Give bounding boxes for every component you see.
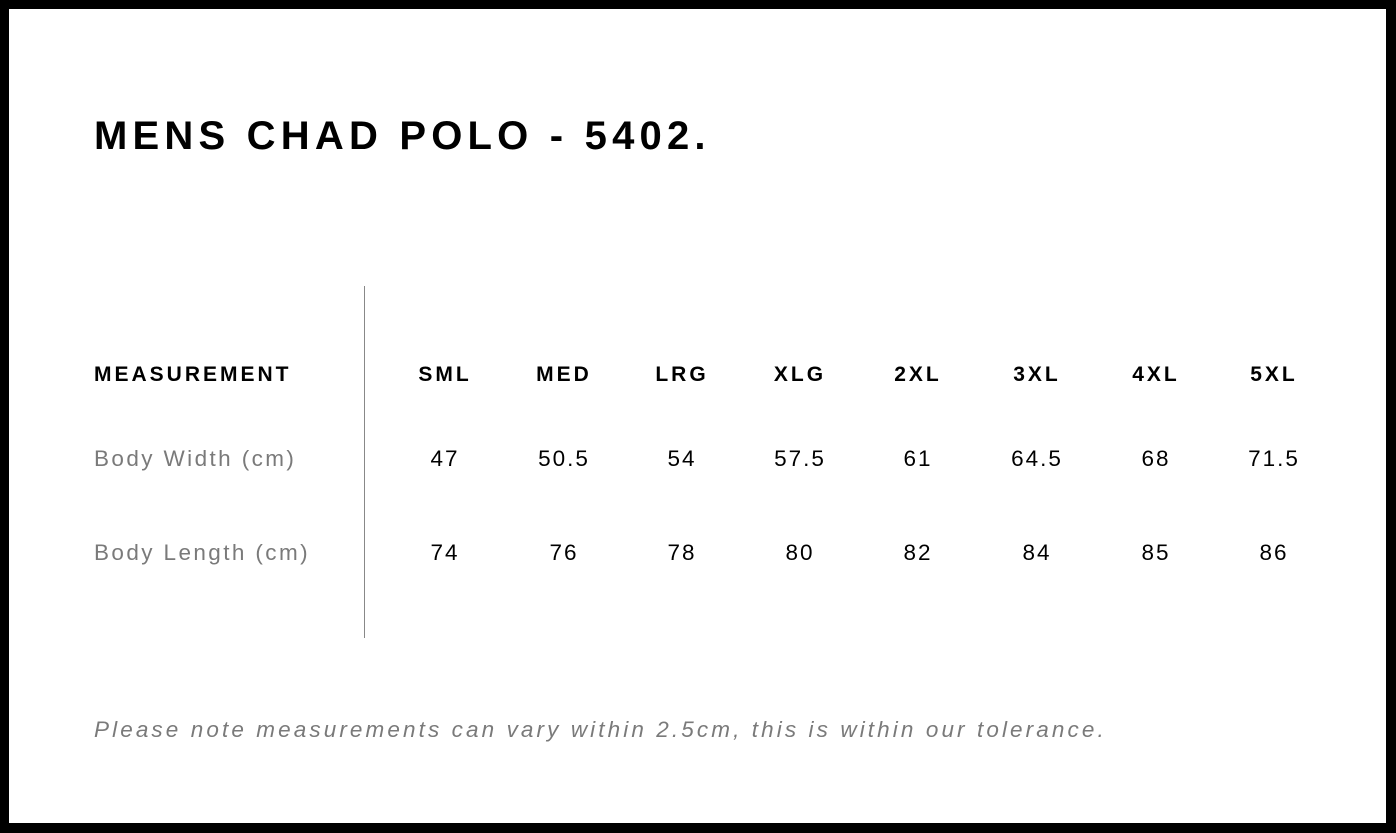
table-cell: 80 [785, 540, 815, 565]
table-cell: 78 [667, 540, 697, 565]
table-cell: 85 [1141, 540, 1171, 565]
size-header-sml: SML [418, 363, 472, 386]
table-cell: 76 [549, 540, 579, 565]
row-label-body-length: Body Length (cm) [94, 540, 310, 565]
table-cell: 74 [430, 540, 460, 565]
tolerance-note: Please note measurements can vary within… [94, 717, 1107, 742]
size-header-2xl: 2XL [894, 363, 942, 386]
size-chart-card: MENS CHAD POLO - 5402. MEASUREMENT Body … [9, 9, 1386, 823]
size-header-lrg: LRG [655, 363, 709, 386]
measurement-header: MEASUREMENT [94, 363, 292, 386]
table-cell: 84 [1022, 540, 1052, 565]
size-header-3xl: 3XL [1013, 363, 1061, 386]
size-header-med: MED [536, 363, 592, 386]
table-cell: 50.5 [538, 446, 590, 471]
table-cell: 61 [903, 446, 933, 471]
size-header-4xl: 4XL [1132, 363, 1180, 386]
size-header-xlg: XLG [773, 363, 827, 386]
table-cell: 71.5 [1248, 446, 1300, 471]
table-cell: 68 [1141, 446, 1171, 471]
table-cell: 47 [430, 446, 460, 471]
page-title: MENS CHAD POLO - 5402. [94, 114, 711, 158]
table-cell: 54 [667, 446, 697, 471]
column-divider [364, 286, 365, 638]
table-cell: 57.5 [774, 446, 826, 471]
table-cell: 82 [903, 540, 933, 565]
row-label-body-width: Body Width (cm) [94, 446, 297, 471]
size-header-5xl: 5XL [1250, 363, 1298, 386]
table-cell: 86 [1259, 540, 1289, 565]
table-cell: 64.5 [1011, 446, 1063, 471]
